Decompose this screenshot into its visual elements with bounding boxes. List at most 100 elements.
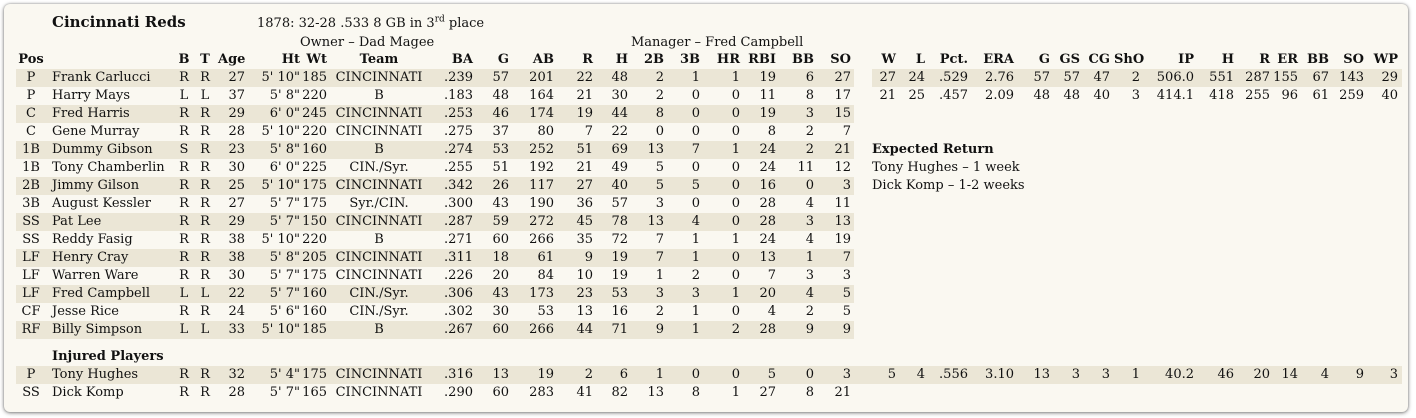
column-header-team: Team	[359, 52, 399, 67]
batting-cell-g: 18	[492, 250, 509, 265]
batting-cell-team: CIN./Syr.	[349, 304, 409, 319]
batting-cell-bb: 6	[805, 70, 814, 85]
injured-batting-cell-hr: 0	[731, 367, 740, 382]
injured-pitching-cell-pbb: 4	[1320, 367, 1329, 382]
batting-cell-d: 1	[655, 268, 664, 283]
batting-cell-g: 37	[492, 124, 509, 139]
pitching-cell-sho: 3	[1131, 88, 1140, 103]
batting-cell-tr: 0	[691, 124, 700, 139]
batting-cell-ab: 201	[529, 70, 554, 85]
batting-cell-ba: .274	[444, 142, 473, 157]
batting-cell-d: 3	[655, 286, 664, 301]
batting-cell-tr: 2	[691, 268, 700, 283]
batting-cell-ht: 5' 7"	[269, 268, 300, 283]
batting-cell-b: L	[179, 286, 189, 301]
column-header-t: T	[200, 52, 210, 67]
batting-cell-hr: 1	[731, 286, 740, 301]
batting-cell-r: 21	[576, 88, 593, 103]
batting-cell-pos: LF	[22, 268, 40, 283]
injured-pitching-cell-er: 14	[1281, 367, 1298, 382]
batting-cell-age: 28	[228, 124, 245, 139]
column-header-r: R	[582, 52, 593, 67]
injured-batting-cell-team: CINCINNATI	[335, 385, 423, 400]
injured-batting-cell-pos: P	[26, 367, 36, 382]
batting-cell-d: 5	[655, 160, 664, 175]
batting-cell-bb: 11	[797, 160, 814, 175]
batting-cell-rbi: 8	[767, 124, 776, 139]
batting-cell-wt: 225	[302, 160, 327, 175]
batting-cell-tr: 0	[691, 160, 700, 175]
batting-cell-b: R	[179, 268, 189, 283]
injured-batting-cell-team: CINCINNATI	[335, 367, 423, 382]
injured-batting-cell-rbi: 5	[767, 367, 776, 382]
batting-cell-wt: 175	[302, 268, 327, 283]
batting-cell-r: 23	[576, 286, 593, 301]
row-stripe	[16, 141, 854, 159]
batting-cell-h: 53	[611, 286, 628, 301]
batting-cell-wt: 205	[302, 250, 327, 265]
batting-cell-d: 7	[655, 232, 664, 247]
batting-cell-h: 57	[611, 196, 628, 211]
pitching-cell-ph: 418	[1209, 88, 1234, 103]
column-header-bb: BB	[792, 52, 814, 67]
batting-cell-ba: .253	[444, 106, 473, 121]
column-header-ht: Ht	[281, 52, 300, 67]
batting-cell-g: 57	[492, 70, 509, 85]
batting-cell-g: 43	[492, 286, 509, 301]
batting-cell-tr: 7	[691, 142, 700, 157]
batting-cell-pos: SS	[22, 214, 40, 229]
row-stripe	[16, 366, 1402, 384]
batting-cell-rbi: 11	[759, 88, 776, 103]
player-name: Warren Ware	[52, 268, 139, 283]
batting-cell-age: 29	[228, 106, 245, 121]
batting-cell-ba: .183	[444, 88, 473, 103]
batting-cell-ht: 5' 10"	[261, 178, 301, 193]
batting-cell-team: B	[374, 142, 384, 157]
owner-label: Owner – Dad Magee	[300, 35, 435, 50]
player-name: Jesse Rice	[52, 304, 119, 319]
batting-cell-g: 60	[492, 322, 509, 337]
batting-cell-pos: LF	[22, 250, 40, 265]
pitching-cell-er: 96	[1281, 88, 1298, 103]
batting-cell-so: 13	[834, 214, 851, 229]
pitching-cell-pl: 25	[908, 88, 925, 103]
injured-pitching-cell-sho: 1	[1131, 367, 1140, 382]
batting-cell-hr: 1	[731, 142, 740, 157]
batting-cell-rbi: 24	[759, 160, 776, 175]
player-name: Reddy Fasig	[52, 232, 133, 247]
column-header-pbb: BB	[1307, 52, 1329, 67]
batting-cell-t: L	[200, 286, 210, 301]
injured-pitching-cell-pl: 4	[916, 367, 925, 382]
batting-cell-g: 43	[492, 196, 509, 211]
batting-cell-r: 19	[576, 106, 593, 121]
injured-batting-cell-ba: .290	[444, 385, 473, 400]
injured-batting-cell-h: 6	[619, 367, 628, 382]
row-stripe	[16, 249, 854, 267]
injured-player-name: Dick Komp	[52, 385, 124, 400]
batting-cell-b: R	[179, 232, 189, 247]
batting-cell-so: 3	[842, 268, 851, 283]
injured-batting-cell-g: 60	[492, 385, 509, 400]
batting-cell-ht: 5' 10"	[261, 70, 301, 85]
batting-cell-h: 49	[611, 160, 628, 175]
batting-cell-ab: 84	[537, 268, 554, 283]
batting-cell-bb: 9	[805, 322, 814, 337]
column-header-pw: W	[881, 52, 896, 67]
batting-cell-ab: 164	[529, 88, 554, 103]
batting-cell-wt: 185	[302, 322, 327, 337]
pitching-cell-pr: 255	[1245, 88, 1270, 103]
batting-cell-team: CINCINNATI	[335, 178, 423, 193]
batting-cell-g: 20	[492, 268, 509, 283]
batting-cell-g: 53	[492, 142, 509, 157]
batting-cell-bb: 3	[805, 106, 814, 121]
player-name: Fred Harris	[52, 106, 130, 121]
batting-cell-rbi: 20	[759, 286, 776, 301]
injured-batting-cell-age: 32	[228, 367, 245, 382]
batting-cell-bb: 0	[805, 178, 814, 193]
batting-cell-r: 22	[576, 70, 593, 85]
batting-cell-ab: 174	[529, 106, 554, 121]
batting-cell-ba: .271	[444, 232, 473, 247]
batting-cell-hr: 0	[731, 106, 740, 121]
batting-cell-bb: 4	[805, 232, 814, 247]
season-record: 1878: 32-28 .533 8 GB in 3rd place	[257, 15, 484, 33]
